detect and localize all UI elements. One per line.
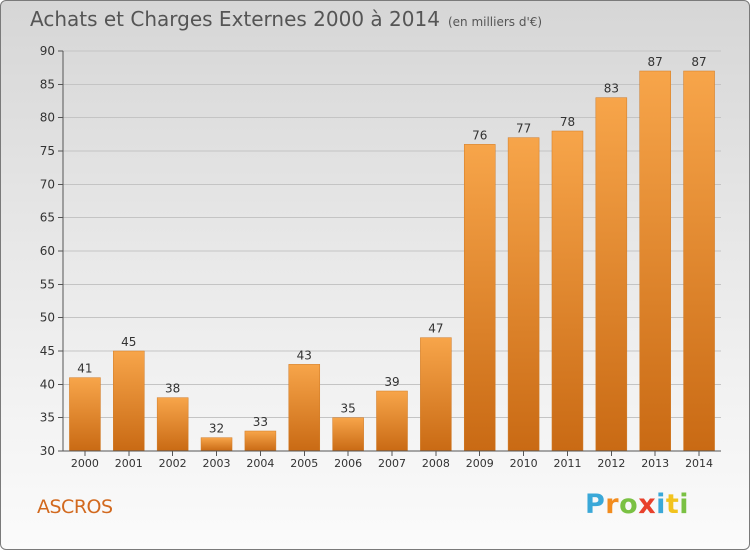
y-tick-label: 75 [40, 144, 55, 158]
y-tick-label: 80 [40, 111, 55, 125]
x-tick-label: 2000 [71, 457, 99, 470]
y-tick-label: 55 [40, 277, 55, 291]
bar [595, 97, 628, 452]
x-tick-label: 2010 [510, 457, 538, 470]
y-tick-label: 60 [40, 244, 55, 258]
commune-name: ASCROS [37, 496, 113, 518]
x-tick-label: 2014 [685, 457, 713, 470]
x-tick-label: 2001 [115, 457, 143, 470]
logo-letter: x [638, 489, 657, 520]
bar-value-label: 76 [472, 128, 487, 142]
y-tick-label: 50 [40, 311, 55, 325]
bar-value-label: 78 [560, 115, 575, 129]
x-tick-label: 2012 [597, 457, 625, 470]
bar-value-label: 32 [209, 422, 224, 436]
proxiti-logo[interactable]: Proxiti [585, 489, 689, 520]
bar [376, 390, 408, 452]
chart-title: Achats et Charges Externes 2000 à 2014 [30, 7, 440, 31]
title-row: Achats et Charges Externes 2000 à 2014 (e… [30, 7, 542, 37]
bar-value-label: 83 [604, 82, 619, 96]
bar-value-label: 87 [691, 55, 706, 69]
bar [507, 137, 540, 452]
bar-value-label: 39 [384, 375, 399, 389]
x-tick-label: 2013 [641, 457, 669, 470]
bar-value-label: 45 [121, 335, 136, 349]
bar-value-label: 47 [428, 322, 443, 336]
bar-value-label: 77 [516, 122, 531, 136]
logo-letter: r [605, 489, 620, 520]
bar [639, 70, 671, 452]
x-tick-label: 2005 [290, 457, 318, 470]
bar-value-label: 41 [77, 362, 92, 376]
bar [69, 377, 101, 452]
y-tick-label: 85 [40, 77, 55, 91]
x-tick-label: 2011 [553, 457, 581, 470]
logo-letter: i [656, 489, 666, 520]
bar-value-label: 35 [340, 402, 355, 416]
x-tick-label: 2009 [466, 457, 494, 470]
bar [200, 437, 233, 452]
y-tick-label: 35 [40, 411, 55, 425]
logo-letter: o [619, 489, 639, 520]
y-tick-label: 45 [40, 344, 55, 358]
x-tick-label: 2007 [378, 457, 406, 470]
bar [463, 144, 496, 452]
logo-letter: i [679, 489, 690, 520]
x-tick-label: 2004 [246, 457, 274, 470]
logo-letter: t [665, 489, 680, 520]
bar-value-label: 38 [165, 382, 180, 396]
bar [683, 70, 715, 452]
y-tick-label: 65 [40, 211, 55, 225]
y-tick-label: 90 [40, 44, 55, 58]
x-tick-label: 2003 [203, 457, 231, 470]
bar [113, 350, 145, 452]
bar [244, 430, 277, 452]
bar-value-label: 43 [297, 348, 312, 362]
y-tick-label: 70 [40, 177, 55, 191]
bar-value-label: 87 [648, 55, 663, 69]
bar [551, 130, 584, 452]
y-tick-label: 40 [40, 377, 55, 391]
x-tick-label: 2008 [422, 457, 450, 470]
bar [156, 397, 189, 452]
y-tick-label: 30 [40, 444, 55, 458]
x-tick-label: 2006 [334, 457, 362, 470]
bar-value-label: 33 [253, 415, 268, 429]
bar [420, 337, 452, 452]
x-tick-label: 2002 [159, 457, 187, 470]
bar [332, 417, 364, 452]
bar [288, 364, 321, 452]
chart-subtitle: (en milliers d'€) [447, 15, 543, 29]
logo-letter: P [585, 489, 606, 520]
